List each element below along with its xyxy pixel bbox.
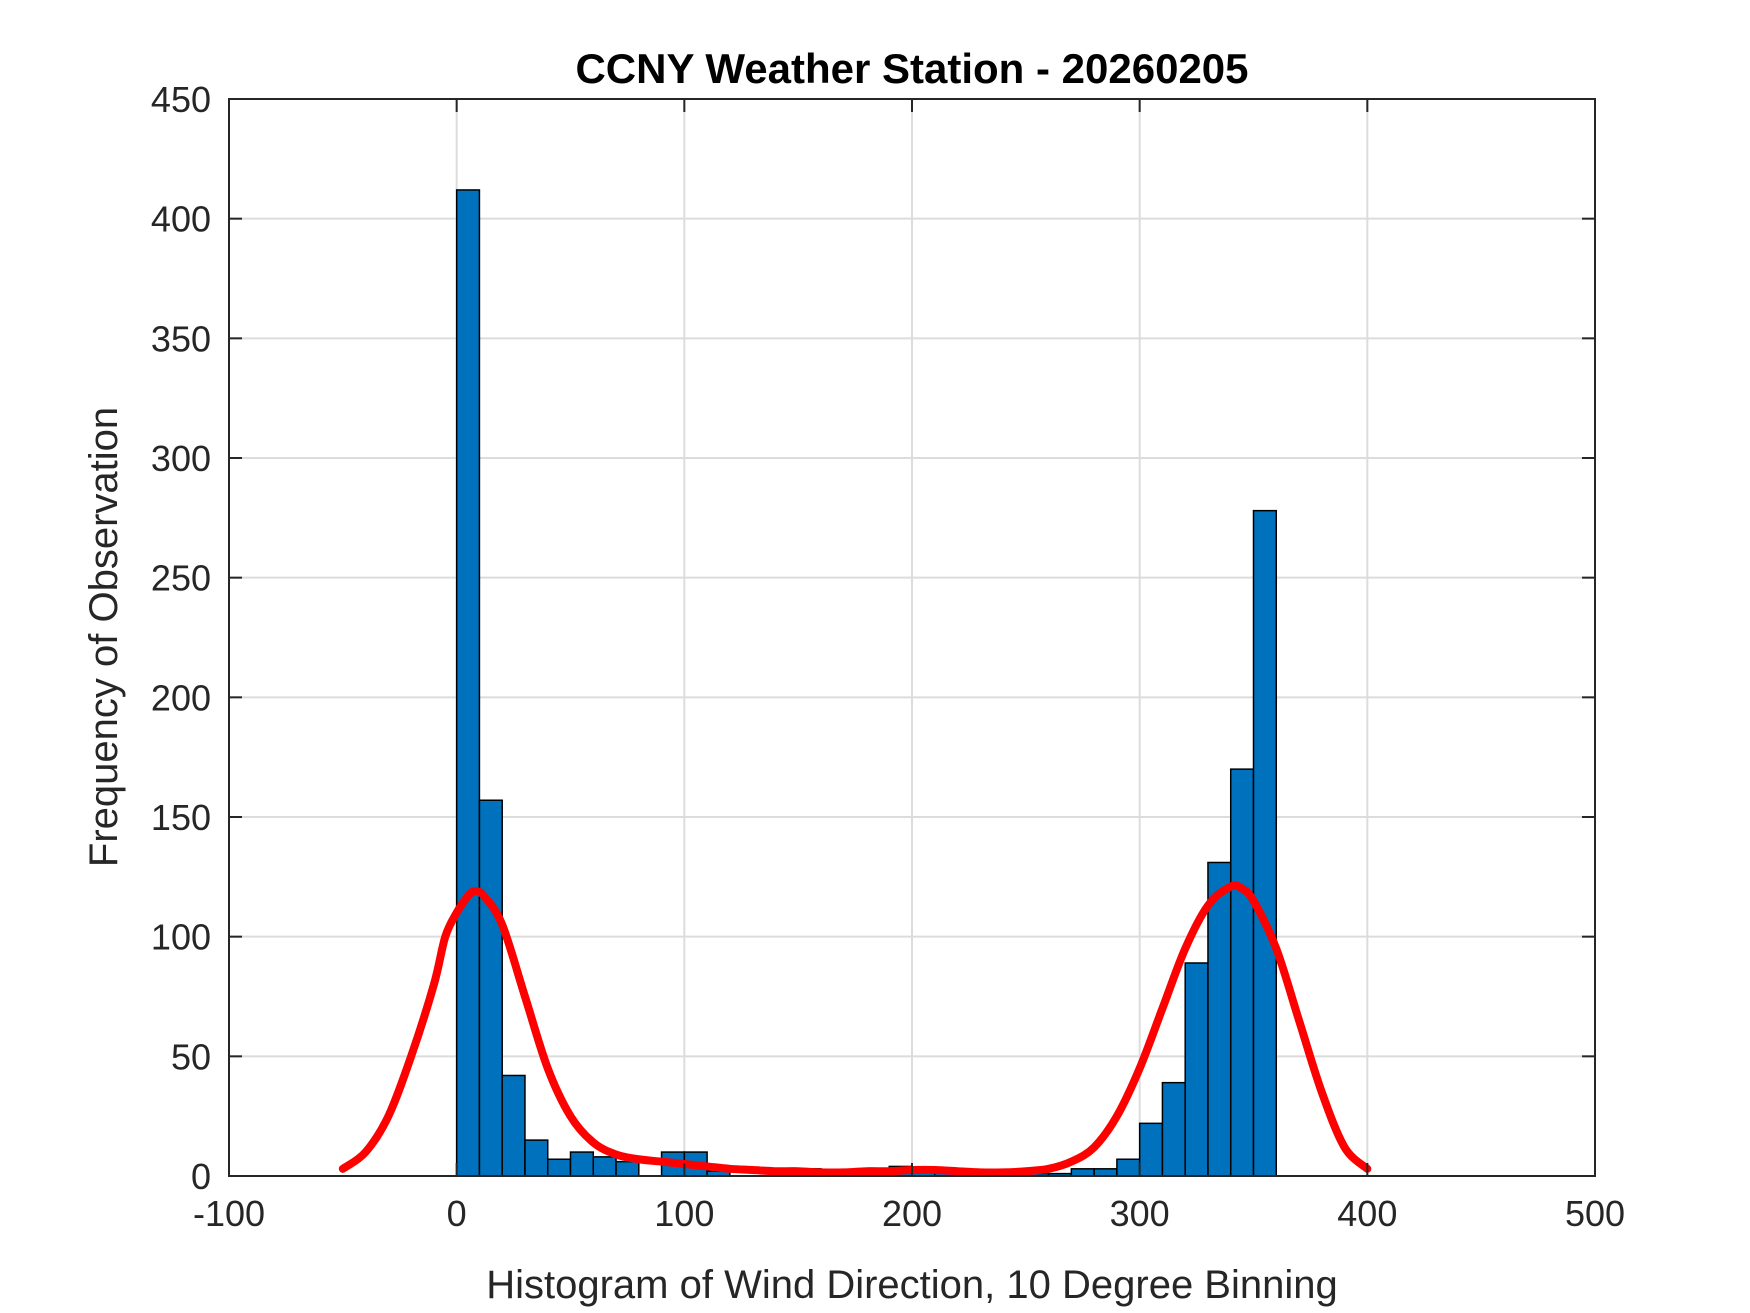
- y-tick-label: 0: [191, 1156, 211, 1197]
- x-tick-label: 400: [1337, 1193, 1397, 1234]
- y-tick-label: 100: [151, 917, 211, 958]
- histogram-bar: [455, 189, 481, 1177]
- curve-layer: [338, 881, 1372, 1177]
- y-tick-label: 50: [171, 1036, 211, 1077]
- histogram-bar: [1252, 509, 1278, 1177]
- histogram-bar: [615, 1160, 640, 1177]
- y-axis-title: Frequency of Observation: [82, 407, 126, 867]
- x-axis-title: Histogram of Wind Direction, 10 Degree B…: [486, 1263, 1338, 1307]
- ticks-layer: [228, 98, 1596, 1177]
- x-tick-label: 300: [1110, 1193, 1170, 1234]
- x-tick-label: 200: [882, 1193, 942, 1234]
- y-tick-label: 150: [151, 797, 211, 838]
- histogram-bar: [1207, 861, 1232, 1177]
- x-tick-label: 0: [447, 1193, 467, 1234]
- bars-layer: [455, 189, 1278, 1177]
- histogram-bar: [478, 799, 503, 1177]
- histogram-bar: [569, 1151, 595, 1177]
- histogram-bar: [1184, 962, 1209, 1177]
- histogram-bar: [1116, 1158, 1141, 1177]
- histogram-bar: [524, 1139, 549, 1177]
- histogram-bar: [1070, 1168, 1095, 1177]
- y-tick-label: 200: [151, 677, 211, 718]
- y-tick-label: 400: [151, 199, 211, 240]
- histogram-bar: [1138, 1122, 1164, 1177]
- density-fit-curve: [338, 881, 1372, 1177]
- x-tick-label: -100: [193, 1193, 265, 1234]
- x-tick-label: 500: [1565, 1193, 1625, 1234]
- y-tick-label: 350: [151, 318, 211, 359]
- histogram-bar: [501, 1074, 526, 1177]
- y-tick-label: 300: [151, 438, 211, 479]
- chart-title: CCNY Weather Station - 20260205: [575, 45, 1248, 92]
- histogram-bar: [1161, 1081, 1186, 1177]
- histogram-bar: [1229, 768, 1255, 1177]
- y-tick-label: 250: [151, 558, 211, 599]
- tick-labels-layer: -100 0 100 200 300 400 50005010015020025030035…: [151, 79, 1625, 1234]
- histogram-bar: [592, 1156, 617, 1177]
- grid-layer: [229, 99, 1595, 1176]
- x-tick-label: 100: [654, 1193, 714, 1234]
- y-tick-label: 450: [151, 79, 211, 120]
- histogram-bar: [1093, 1168, 1118, 1177]
- histogram-bar: [546, 1158, 572, 1177]
